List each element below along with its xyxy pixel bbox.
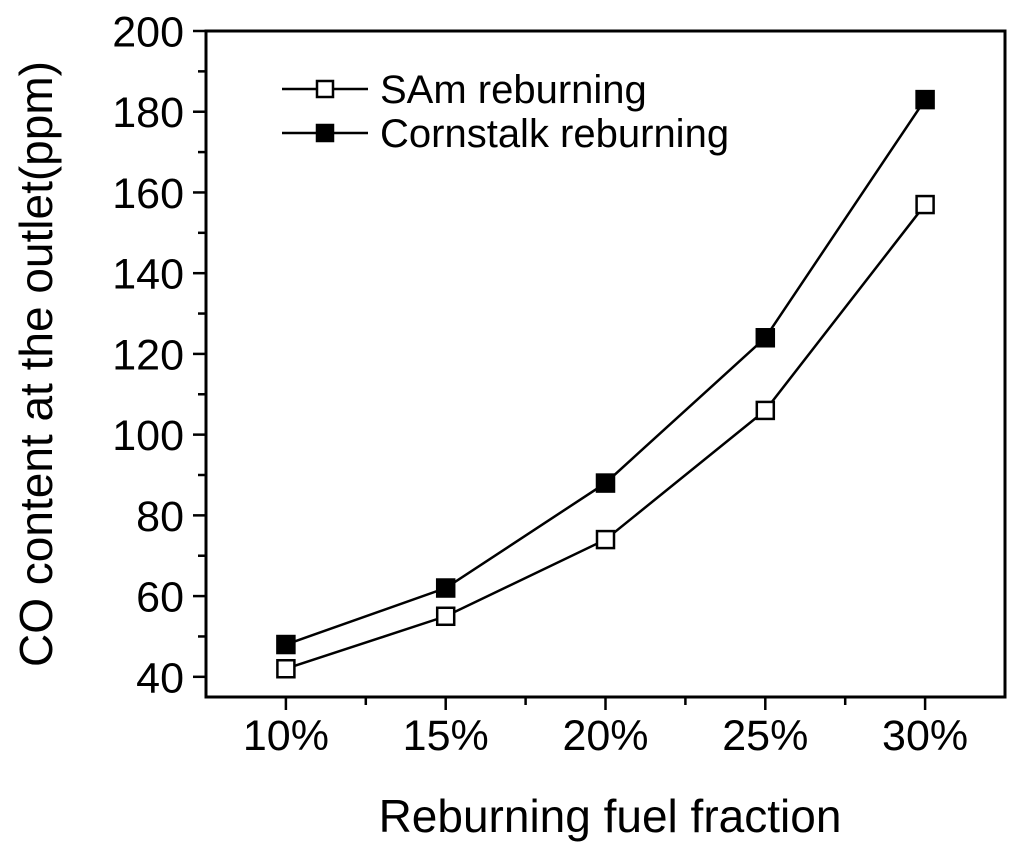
series-cornstalk-reburning [276, 89, 935, 655]
y-axis-label: CO content at the outlet(ppm) [10, 61, 62, 667]
plot-generated-content: 40 60 80 100 120 140 160 180 200 10% 15% 20% 25% 30% S… [112, 8, 1007, 760]
data-point-marker [435, 578, 456, 598]
y-tick-label: 40 [136, 654, 184, 702]
legend-item: Cornstalk reburning [282, 112, 729, 156]
x-tick-label: 25% [722, 712, 808, 760]
x-tick-label: 15% [403, 712, 489, 760]
y-tick-label: 60 [136, 574, 184, 622]
legend-label: Cornstalk reburning [380, 112, 729, 156]
plot-frame [204, 29, 1007, 699]
data-point-marker [595, 529, 616, 550]
y-tick-label: 120 [112, 331, 184, 379]
data-point-marker [276, 634, 296, 655]
y-tick-label: 100 [112, 412, 184, 460]
data-point-marker [915, 194, 935, 215]
legend-label: SAm reburning [380, 68, 647, 112]
y-tick-label: 200 [112, 8, 184, 56]
data-point-marker [435, 606, 456, 627]
y-tick-label: 140 [112, 251, 184, 299]
legend-open-square-icon [315, 79, 335, 99]
y-tick-label: 80 [136, 493, 184, 541]
data-point-marker [755, 328, 776, 348]
legend-filled-square-icon [315, 123, 335, 143]
series-line [285, 98, 927, 646]
x-tick-label: 30% [882, 712, 968, 760]
data-point-marker [276, 658, 296, 679]
series-sam-reburning [276, 194, 935, 679]
series-line [285, 203, 927, 670]
legend-item: SAm reburning [282, 68, 647, 112]
y-tick-label: 160 [112, 170, 184, 218]
x-axis-label: Reburning fuel fraction [379, 790, 842, 842]
data-point-marker [755, 400, 776, 421]
data-point-marker [595, 473, 616, 493]
y-tick-label: 180 [112, 89, 184, 137]
data-point-marker [915, 89, 935, 110]
x-tick-label: 10% [243, 712, 329, 760]
x-tick-label: 20% [562, 712, 648, 760]
